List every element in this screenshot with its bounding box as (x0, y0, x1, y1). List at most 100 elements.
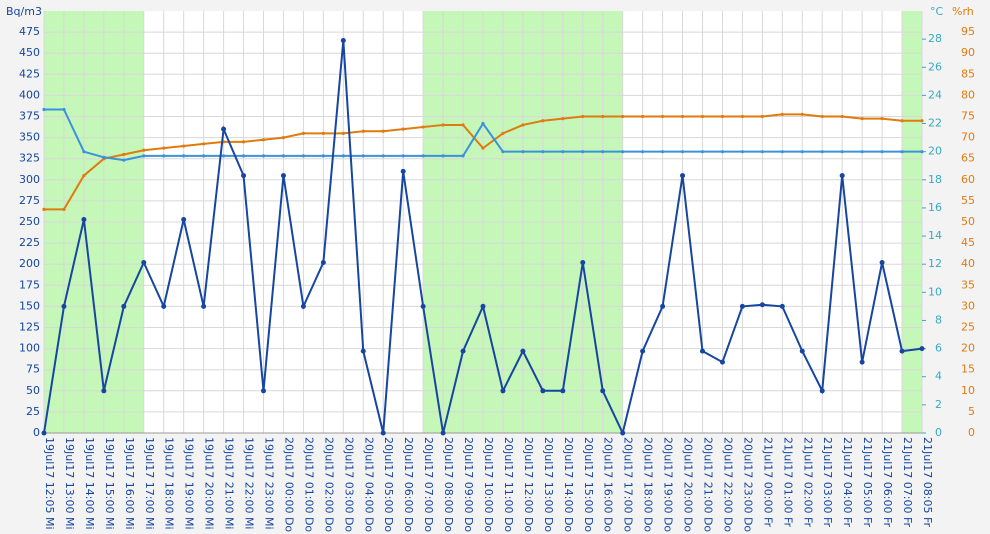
data-point (620, 430, 626, 436)
y2-tick-label: 16 (928, 201, 942, 214)
data-point (520, 348, 526, 354)
x-tick-label: 19Jul17 20:00 Mi (203, 437, 216, 530)
data-point (281, 154, 286, 158)
data-point (42, 107, 46, 112)
data-point (739, 303, 745, 309)
data-point (280, 173, 286, 179)
x-tick-label: 20Jul17 05:00 Do (382, 437, 395, 532)
data-point (581, 150, 585, 154)
x-tick-label: 19Jul17 17:00 Mi (143, 437, 156, 530)
data-point (321, 131, 325, 135)
data-point (221, 126, 227, 132)
data-point (461, 154, 465, 158)
data-point (560, 388, 566, 394)
data-point (780, 150, 784, 154)
x-tick-label: 20Jul17 02:00 Do (322, 437, 335, 532)
y2-tick-label: 8 (935, 313, 942, 326)
x-tick-label: 21Jul17 08:05 Fr (921, 437, 934, 527)
data-point (261, 154, 266, 158)
data-point (161, 303, 167, 309)
data-point (860, 117, 864, 121)
data-point (660, 114, 665, 119)
data-point (202, 154, 206, 158)
y-tick-label: 125 (19, 321, 40, 334)
data-point (780, 112, 784, 116)
data-point (340, 38, 346, 44)
data-point (541, 119, 545, 123)
x-tick-label: 20Jul17 21:00 Do (702, 437, 715, 532)
data-point (501, 150, 505, 154)
data-point (740, 114, 745, 119)
data-point (740, 150, 745, 154)
data-point (281, 136, 286, 140)
y-tick-label: 50 (26, 384, 40, 397)
data-point (440, 430, 446, 436)
data-point (142, 154, 146, 158)
x-tick-label: 19Jul17 13:00 Mi (63, 437, 76, 530)
data-point (660, 150, 665, 154)
data-point (700, 114, 705, 119)
y3-tick-label: 25 (961, 321, 975, 334)
y2-tick-label: 18 (928, 173, 942, 186)
data-point (62, 107, 66, 112)
data-point (799, 348, 805, 354)
x-tick-label: 20Jul17 09:00 Do (462, 437, 475, 532)
data-point (641, 150, 645, 154)
x-tick-label: 19Jul17 16:00 Mi (123, 437, 136, 530)
data-point (839, 173, 845, 179)
y2-axis-label: °C (930, 5, 944, 18)
data-point (501, 131, 505, 135)
y-tick-label: 450 (19, 46, 40, 59)
data-point (381, 129, 385, 133)
x-tick-label: 19Jul17 22:00 Mi (243, 437, 256, 530)
data-point (320, 260, 326, 266)
data-point (899, 348, 905, 354)
data-point (660, 303, 666, 309)
data-point (880, 150, 884, 154)
y-tick-label: 275 (19, 194, 40, 207)
data-point (141, 260, 147, 266)
y-tick-label: 250 (19, 215, 40, 228)
data-point (900, 119, 904, 123)
x-tick-label: 20Jul17 20:00 Do (682, 437, 695, 532)
y2-tick-label: 22 (928, 117, 942, 130)
y2-tick-label: 4 (935, 370, 942, 383)
data-point (361, 129, 365, 133)
data-point (261, 138, 266, 142)
y2-tick-label: 2 (935, 398, 942, 411)
data-point (381, 154, 385, 158)
y3-tick-label: 45 (961, 236, 975, 249)
data-point (241, 140, 246, 144)
data-point (300, 303, 306, 309)
data-point (82, 173, 86, 178)
x-tick-label: 20Jul17 04:00 Do (362, 437, 375, 532)
x-tick-label: 19Jul17 19:00 Mi (183, 437, 196, 530)
data-point (321, 154, 325, 158)
y2-tick-label: 24 (928, 88, 942, 101)
y2-tick-label: 0 (935, 426, 942, 439)
x-tick-label: 21Jul17 03:00 Fr (821, 437, 834, 527)
x-tick-label: 20Jul17 17:00 Do (622, 437, 635, 532)
x-tick-label: 20Jul17 15:00 Do (582, 437, 595, 532)
x-tick-label: 19Jul17 23:00 Mi (263, 437, 276, 530)
data-point (102, 155, 106, 159)
x-tick-label: 19Jul17 21:00 Mi (223, 437, 236, 530)
data-point (42, 207, 46, 211)
x-tick-label: 20Jul17 10:00 Do (482, 437, 495, 532)
y-tick-label: 375 (19, 110, 40, 123)
y-tick-label: 425 (19, 67, 40, 80)
data-point (361, 154, 365, 158)
x-tick-label: 21Jul17 06:00 Fr (881, 437, 894, 527)
y3-tick-label: 75 (961, 110, 975, 123)
data-point (202, 142, 206, 146)
data-point (760, 114, 764, 119)
y3-tick-label: 55 (961, 194, 975, 207)
y3-tick-label: 35 (961, 278, 975, 291)
y3-tick-label: 70 (961, 131, 975, 144)
data-point (41, 430, 47, 436)
y2-tick-label: 20 (928, 145, 942, 158)
data-point (540, 388, 546, 394)
data-point (819, 388, 825, 394)
data-point (481, 121, 485, 126)
x-tick-label: 20Jul17 19:00 Do (662, 437, 675, 532)
